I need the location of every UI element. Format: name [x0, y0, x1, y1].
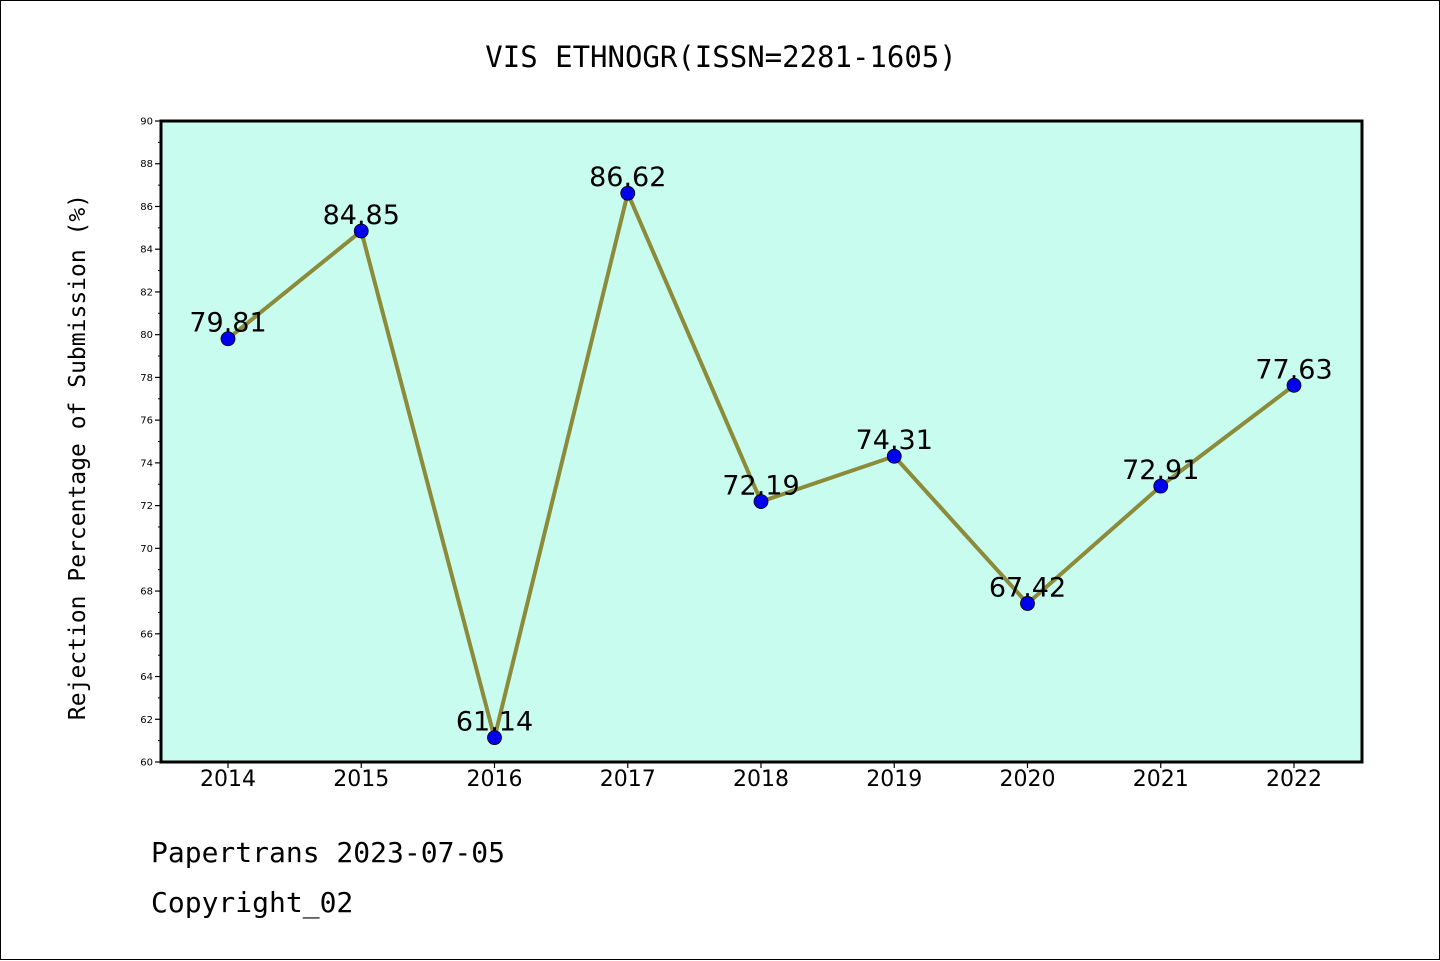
y-tick-label: 72	[140, 501, 153, 512]
data-label: 61.14	[456, 707, 533, 738]
x-tick-label: 2019	[866, 767, 922, 792]
x-tick-label: 2021	[1133, 767, 1189, 792]
data-label: 74.31	[856, 425, 933, 456]
y-tick-label: 68	[140, 587, 153, 598]
data-point	[1153, 478, 1169, 494]
y-tick-label: 76	[140, 416, 153, 427]
data-label: 72.91	[1122, 455, 1199, 486]
y-tick-label: 70	[140, 544, 153, 555]
footer-copyright-text: Copyright_02	[151, 886, 354, 919]
x-tick-label: 2015	[333, 767, 389, 792]
x-tick-label: 2014	[200, 767, 256, 792]
data-point	[886, 448, 902, 464]
y-tick-label: 60	[140, 758, 153, 769]
x-tick-label: 2018	[733, 767, 789, 792]
y-tick-label: 86	[140, 202, 153, 213]
chart-title: VIS ETHNOGR(ISSN=2281-1605)	[485, 40, 956, 74]
data-label: 77.63	[1255, 354, 1332, 385]
y-axis: 60 62 64 66 68 70 72 74 76 78 80 82 84 86 88 90	[140, 117, 161, 769]
y-tick-label: 78	[140, 373, 153, 384]
y-tick-label: 84	[140, 245, 153, 256]
data-label: 72.19	[722, 471, 799, 502]
x-tick-label: 2017	[600, 767, 656, 792]
data-point	[1020, 596, 1035, 611]
y-tick-label: 82	[140, 287, 153, 298]
data-point	[353, 223, 369, 239]
data-point	[220, 331, 236, 347]
data-point	[753, 494, 769, 509]
x-tick-label: 2016	[467, 767, 523, 792]
x-axis: 2014 2015 2016 2017 2018 2019 2020 2021 2022	[200, 762, 1322, 792]
y-tick-label: 62	[140, 715, 153, 726]
y-axis-label: Rejection Percentage of Submission (%)	[65, 194, 91, 720]
x-tick-label: 2020	[1000, 767, 1056, 792]
y-tick-label: 64	[140, 672, 153, 683]
data-point	[487, 730, 502, 746]
x-tick-label: 2022	[1266, 767, 1322, 792]
y-tick-label: 90	[140, 117, 153, 128]
footer-date-text: Papertrans 2023-07-05	[151, 836, 506, 869]
data-label: 79.81	[189, 308, 266, 339]
y-tick-label: 66	[140, 629, 153, 640]
data-label: 67.42	[989, 572, 1066, 603]
data-label: 84.85	[323, 200, 400, 231]
data-point	[620, 185, 636, 201]
data-label: 86.62	[589, 162, 666, 193]
data-point	[1286, 377, 1302, 393]
y-tick-label: 74	[140, 458, 153, 469]
y-tick-label: 80	[140, 330, 153, 341]
y-tick-label: 88	[140, 159, 153, 170]
series-layer: 79.81 84.85 61.14 86.62 72.19 74.31 67.42 72.91…	[189, 162, 1333, 746]
